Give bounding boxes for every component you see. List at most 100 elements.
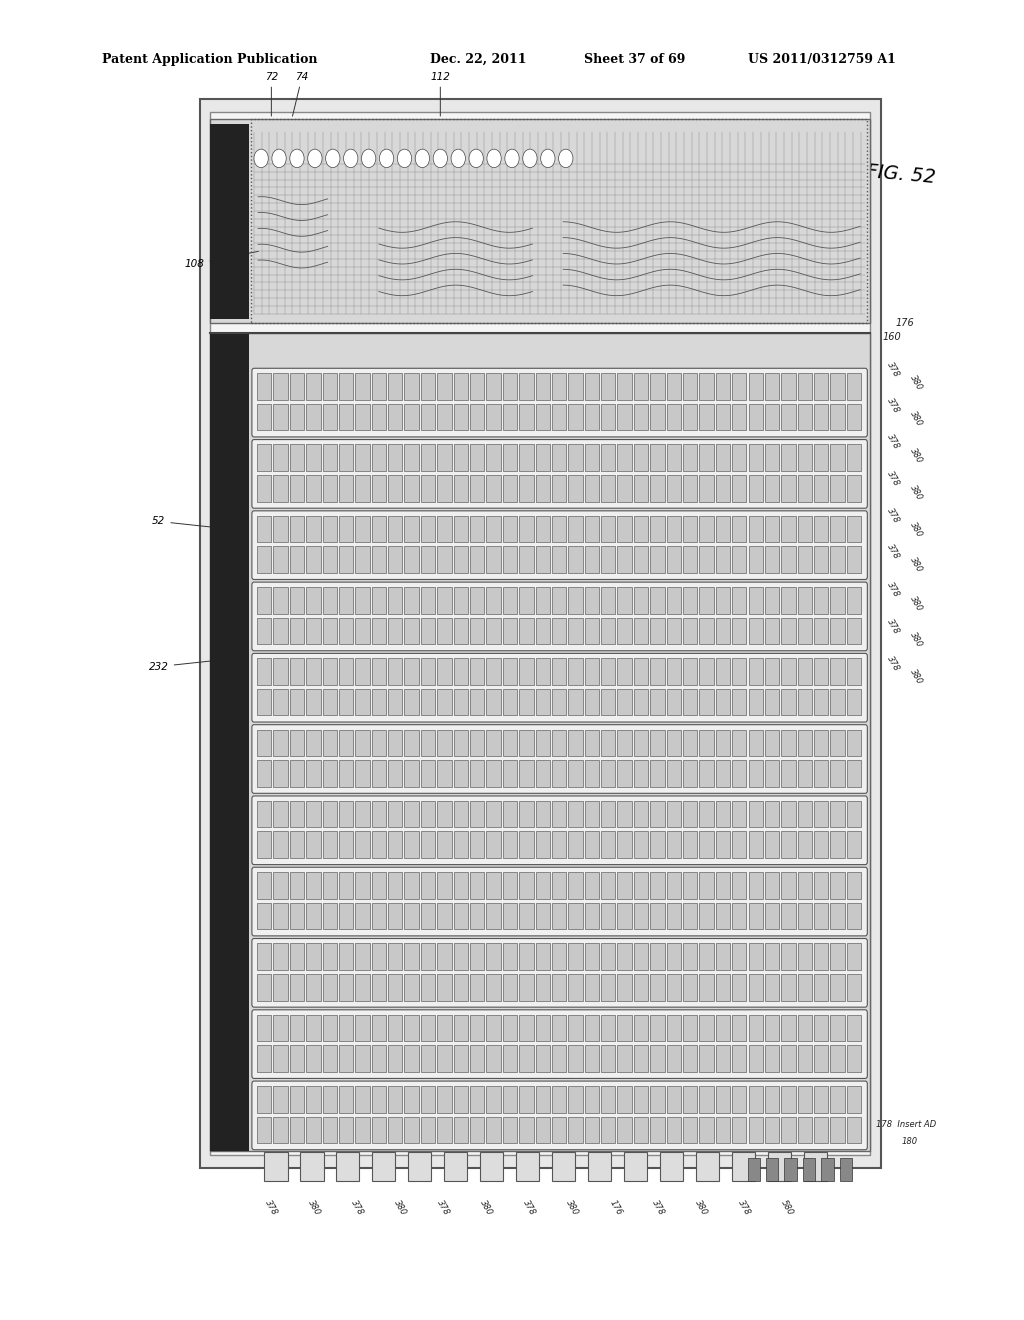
Bar: [355, 445, 370, 471]
Bar: [404, 873, 419, 899]
Bar: [257, 404, 271, 430]
Bar: [814, 374, 828, 400]
Bar: [470, 974, 484, 1001]
Bar: [716, 832, 730, 858]
Bar: [536, 374, 550, 400]
Bar: [732, 516, 746, 543]
Bar: [601, 1086, 615, 1113]
FancyBboxPatch shape: [252, 368, 867, 437]
Bar: [339, 903, 353, 929]
Bar: [814, 1045, 828, 1072]
Bar: [372, 1117, 386, 1143]
Bar: [601, 587, 615, 614]
Bar: [421, 689, 435, 715]
Bar: [568, 1045, 583, 1072]
Bar: [257, 546, 271, 573]
Bar: [257, 873, 271, 899]
Bar: [404, 801, 419, 828]
Text: 380: 380: [908, 668, 925, 686]
Bar: [444, 1152, 467, 1181]
Bar: [486, 689, 501, 715]
Bar: [290, 659, 304, 685]
Bar: [404, 1086, 419, 1113]
Bar: [568, 1117, 583, 1143]
Bar: [830, 475, 845, 502]
Circle shape: [290, 149, 304, 168]
Bar: [650, 760, 665, 787]
FancyBboxPatch shape: [252, 653, 867, 722]
Bar: [536, 659, 550, 685]
Bar: [519, 659, 534, 685]
Bar: [830, 1117, 845, 1143]
Bar: [650, 587, 665, 614]
Bar: [552, 546, 566, 573]
Bar: [617, 475, 632, 502]
Circle shape: [416, 149, 430, 168]
Bar: [568, 832, 583, 858]
Bar: [306, 832, 321, 858]
Bar: [683, 903, 697, 929]
Bar: [781, 475, 796, 502]
Bar: [601, 689, 615, 715]
Text: 74: 74: [293, 71, 308, 116]
Bar: [798, 760, 812, 787]
Bar: [339, 944, 353, 970]
Bar: [470, 445, 484, 471]
Bar: [323, 944, 337, 970]
Bar: [486, 944, 501, 970]
Bar: [617, 404, 632, 430]
Bar: [372, 1086, 386, 1113]
Bar: [519, 974, 534, 1001]
Bar: [355, 873, 370, 899]
Bar: [306, 374, 321, 400]
Bar: [355, 832, 370, 858]
Bar: [257, 832, 271, 858]
Bar: [814, 689, 828, 715]
Bar: [716, 587, 730, 614]
Bar: [650, 944, 665, 970]
Bar: [372, 801, 386, 828]
Bar: [306, 730, 321, 756]
Bar: [306, 546, 321, 573]
Bar: [847, 832, 861, 858]
Bar: [650, 903, 665, 929]
Bar: [847, 974, 861, 1001]
Bar: [306, 1015, 321, 1041]
Bar: [404, 832, 419, 858]
Bar: [847, 546, 861, 573]
Bar: [503, 730, 517, 756]
Bar: [847, 1015, 861, 1041]
Bar: [404, 445, 419, 471]
Text: 378: 378: [435, 1199, 452, 1217]
Bar: [683, 801, 697, 828]
Bar: [781, 801, 796, 828]
Bar: [437, 659, 452, 685]
Bar: [273, 832, 288, 858]
Text: 378: 378: [349, 1199, 366, 1217]
Bar: [749, 903, 763, 929]
Bar: [257, 689, 271, 715]
Bar: [486, 873, 501, 899]
Bar: [650, 445, 665, 471]
Bar: [683, 516, 697, 543]
Bar: [454, 618, 468, 644]
Bar: [388, 374, 402, 400]
Bar: [830, 659, 845, 685]
Bar: [798, 1045, 812, 1072]
Bar: [355, 730, 370, 756]
Bar: [699, 1045, 714, 1072]
Bar: [306, 475, 321, 502]
Text: 378: 378: [885, 360, 901, 379]
Bar: [830, 445, 845, 471]
Bar: [699, 689, 714, 715]
Bar: [519, 1117, 534, 1143]
Bar: [210, 119, 870, 323]
Bar: [732, 873, 746, 899]
Bar: [519, 1015, 534, 1041]
Bar: [552, 873, 566, 899]
Bar: [683, 873, 697, 899]
Text: 176: 176: [896, 318, 914, 329]
Text: 378: 378: [885, 543, 901, 561]
Bar: [323, 974, 337, 1001]
Bar: [552, 1045, 566, 1072]
